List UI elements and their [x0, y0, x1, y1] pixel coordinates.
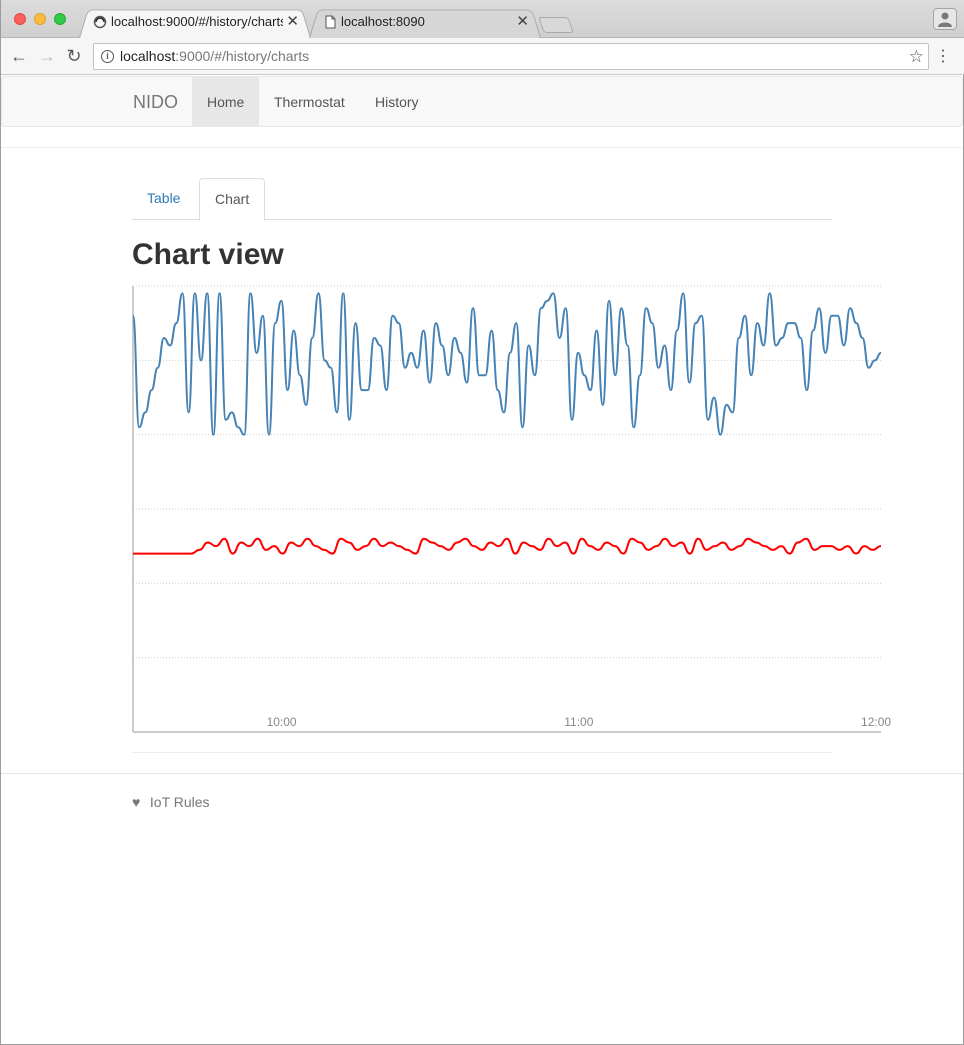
bookmark-star-icon[interactable]: ☆ — [908, 47, 924, 66]
profile-button[interactable] — [933, 8, 957, 30]
series-line-2 — [133, 537, 882, 555]
minimize-window-button[interactable] — [34, 13, 46, 25]
new-tab-button[interactable] — [538, 17, 574, 33]
view-tabs: Table Chart — [132, 178, 832, 221]
history-chart: 10:00 11:00 12:00 — [132, 285, 891, 733]
info-icon[interactable]: i — [101, 50, 114, 63]
tab-title: localhost:8090 — [341, 14, 425, 29]
divider — [132, 752, 832, 753]
series-line-1 — [132, 292, 882, 436]
close-window-button[interactable] — [14, 13, 26, 25]
tab-title: localhost:9000/#/history/charts — [111, 14, 283, 29]
close-tab-icon[interactable]: ✕ — [286, 13, 299, 30]
page-content: NIDO Home Thermostat History Table Chart… — [1, 76, 963, 1044]
navbar: NIDO Home Thermostat History — [1, 76, 963, 127]
forward-icon[interactable]: → — [38, 46, 56, 66]
navbar-brand[interactable]: NIDO — [133, 92, 178, 112]
person-icon — [938, 12, 952, 27]
page-icon — [325, 15, 336, 29]
loading-icon — [93, 15, 107, 29]
url-path: :9000/#/history/charts — [175, 48, 310, 64]
close-tab-icon[interactable]: ✕ — [516, 13, 529, 30]
address-bar[interactable]: i localhost:9000/#/history/charts ☆ — [93, 43, 929, 70]
more-menu-icon[interactable]: ⋮ — [935, 48, 951, 65]
maximize-window-button[interactable] — [54, 13, 66, 25]
x-tick-label: 12:00 — [861, 715, 891, 729]
browser-tab-1[interactable]: localhost:9000/#/history/charts ✕ — [79, 7, 311, 38]
tab-chart[interactable]: Chart — [199, 178, 266, 221]
url-host: localhost — [120, 48, 176, 64]
x-tick-label: 10:00 — [267, 715, 297, 729]
page-title: Chart view — [132, 238, 284, 271]
browser-tab-2[interactable]: localhost:8090 ✕ — [309, 7, 541, 38]
nav-home[interactable]: Home — [192, 77, 260, 127]
divider — [1, 147, 963, 148]
tab-table[interactable]: Table — [147, 190, 181, 206]
divider — [1, 773, 963, 774]
nav-thermostat[interactable]: Thermostat — [274, 94, 345, 110]
browser-toolbar: ← → ↻ i localhost:9000/#/history/charts … — [1, 38, 964, 75]
reload-icon[interactable]: ↻ — [66, 46, 82, 66]
heart-icon: ♥ — [132, 794, 141, 810]
tab-strip: localhost:9000/#/history/charts ✕ localh… — [1, 0, 964, 38]
nav-history[interactable]: History — [375, 94, 419, 110]
back-icon[interactable]: ← — [10, 46, 28, 66]
footer-text[interactable]: IoT Rules — [149, 794, 210, 810]
footer: ♥ IoT Rules — [132, 794, 210, 810]
x-tick-label: 11:00 — [564, 715, 593, 729]
